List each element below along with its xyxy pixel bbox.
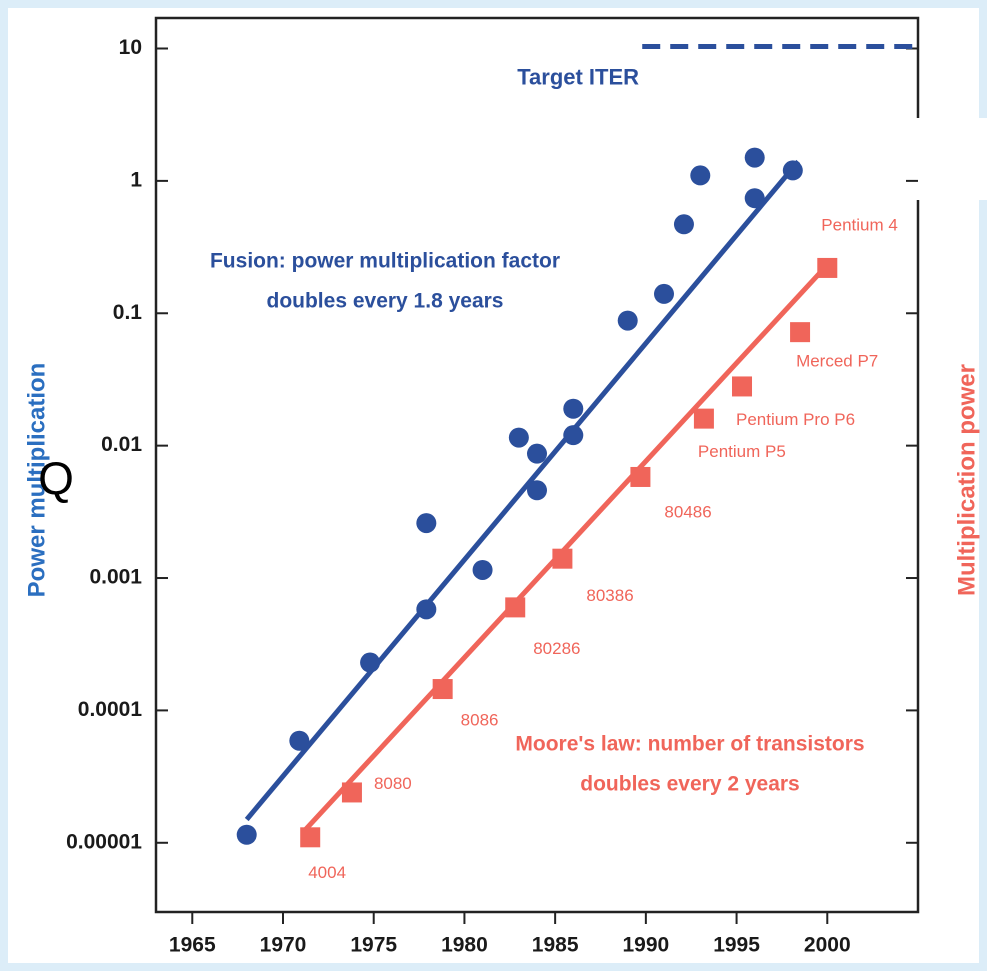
point: [527, 480, 547, 501]
point: [527, 443, 547, 464]
annotation: Fusion: power multiplication factor: [210, 250, 560, 273]
point: [693, 408, 714, 429]
point: [300, 827, 321, 848]
point: [552, 548, 573, 569]
point: [505, 597, 526, 618]
y-tick-label: 0.01: [101, 433, 142, 456]
panel: [8, 8, 979, 963]
x-tick-label: 1985: [532, 934, 579, 957]
point: [690, 165, 711, 186]
x-tick-label: 2000: [804, 934, 851, 957]
plot-frame: [154, 16, 920, 914]
point: [744, 147, 765, 168]
annotation: Moore's law: number of transistors: [515, 733, 864, 756]
point: [563, 398, 584, 419]
point: [432, 679, 453, 700]
point: [236, 824, 257, 845]
y-tick-label: 0.0001: [78, 698, 143, 721]
point: [654, 283, 674, 304]
point: [617, 310, 638, 331]
x-tick-label: 1975: [350, 934, 397, 957]
point: [341, 782, 362, 803]
annotation: doubles every 1.8 years: [267, 290, 504, 313]
x-tick-label: 1980: [441, 934, 488, 957]
point: [416, 599, 437, 620]
point: [817, 257, 838, 278]
y2-axis-label: Multiplication power: [953, 364, 980, 596]
point: [732, 376, 753, 397]
point: [289, 730, 310, 751]
reference-label: Target ITER: [517, 64, 639, 89]
point: [472, 559, 493, 580]
x-tick-label: 1995: [713, 934, 760, 957]
y-symbol: Q: [38, 452, 74, 504]
point-label: 80386: [586, 586, 633, 605]
x-tick-label: 1970: [260, 934, 307, 957]
point: [630, 466, 651, 487]
point-label: Merced P7: [796, 352, 878, 371]
y-tick-label: 10: [119, 36, 142, 59]
point: [744, 188, 765, 209]
y-tick-label: 0.00001: [66, 830, 142, 853]
point: [360, 652, 381, 673]
point: [416, 513, 437, 534]
trend-line: [301, 261, 831, 834]
point-label: Pentium Pro P6: [736, 410, 855, 429]
point: [782, 160, 803, 181]
y-axis-label: Power multiplication: [23, 363, 50, 598]
point-label: 80486: [664, 502, 711, 521]
point: [563, 425, 584, 446]
point-label: Pentium 4: [821, 215, 898, 234]
point-label: 80286: [533, 639, 580, 658]
point: [508, 427, 529, 448]
annotation: doubles every 2 years: [580, 773, 799, 796]
point: [790, 322, 811, 343]
trend-line: [244, 159, 801, 822]
y-tick-label: 0.001: [89, 566, 142, 589]
point-label: 4004: [308, 863, 346, 882]
point-label: 8086: [461, 711, 499, 730]
x-tick-label: 1965: [169, 934, 216, 957]
point: [673, 214, 694, 235]
x-tick-label: 1990: [622, 934, 669, 957]
y-tick-label: 0.1: [113, 301, 143, 324]
y-tick-label: 1: [130, 168, 142, 191]
point-label: 8080: [374, 774, 412, 793]
point-label: Pentium P5: [698, 442, 786, 461]
cover-patch: [915, 118, 987, 200]
